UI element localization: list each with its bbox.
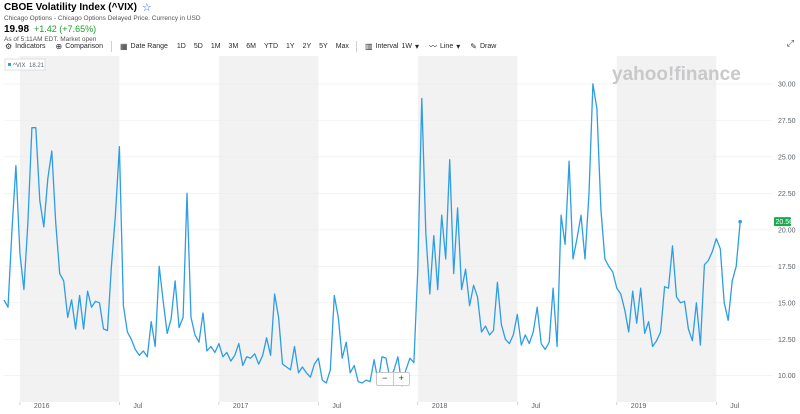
x-tick-label-3: Jul [332, 403, 341, 410]
legend-value: 18.21 [29, 63, 45, 69]
chart-type-label: Line [439, 42, 454, 50]
y-tick-label-2: 15.00 [778, 300, 796, 307]
comparison-button[interactable]: ⊕ Comparison [51, 42, 108, 51]
shaded-year-bands [19, 56, 717, 402]
draw-button[interactable]: ✎ Draw [465, 42, 501, 51]
chart-toolbar: ⚙ Indicators ⊕ Comparison ▦ Date Range 1… [0, 38, 800, 54]
range-5d[interactable]: 5D [193, 42, 203, 50]
range-1d[interactable]: 1D [176, 42, 186, 50]
range-3m[interactable]: 3M [228, 42, 239, 50]
y-tick-label-6: 25.00 [778, 154, 796, 161]
range-1m[interactable]: 1M [210, 42, 221, 50]
x-tick-label-2: 2017 [233, 403, 249, 410]
last-price-label: 20.56 [776, 219, 794, 226]
plus-circle-icon: ⊕ [55, 41, 63, 51]
chart-svg[interactable]: yahoo!finance 10.0012.5015.0017.5020.002… [0, 56, 800, 414]
y-tick-label-1: 12.50 [778, 337, 796, 344]
legend-swatch [8, 63, 11, 66]
y-tick-label-0: 10.00 [778, 373, 796, 380]
date-range-label: Date Range [130, 42, 168, 50]
legend-symbol: ^VIX [13, 63, 26, 69]
toolbar-divider [110, 40, 112, 52]
toolbar-divider [355, 40, 357, 52]
fullscreen-icon[interactable]: ⤢ [786, 38, 794, 48]
last-price-badge-bg [774, 217, 791, 227]
market-status: As of 5:11AM EDT. Market open [4, 36, 97, 43]
x-tick-label-4: 2018 [432, 403, 448, 410]
range-6m[interactable]: 6M [246, 42, 257, 50]
last-point-marker [738, 219, 742, 224]
price-change: +1.42 (+7.65%) [34, 24, 97, 34]
range-5y[interactable]: 5Y [319, 42, 328, 50]
star-icon[interactable]: ☆ [141, 1, 152, 14]
quote-subtitle: Chicago Options - Chicago Options Delaye… [4, 15, 201, 22]
watermark: yahoo!finance [612, 64, 741, 85]
calendar-icon: ▦ [119, 41, 128, 51]
range-ytd[interactable]: YTD [264, 42, 279, 50]
x-tick-label-6: 2019 [631, 403, 647, 410]
range-max[interactable]: Max [335, 42, 349, 50]
quote-header: CBOE Volatility Index (^VIX) ☆ Chicago O… [4, 2, 201, 43]
x-tick-label-0: 2016 [34, 403, 50, 410]
shaded-band-2 [417, 56, 518, 402]
page-title: CBOE Volatility Index (^VIX) [4, 2, 137, 13]
chevron-down-icon: ▾ [414, 41, 419, 51]
shaded-band-3 [616, 56, 717, 402]
chart-type-button[interactable]: 〰 Line ▾ [424, 41, 465, 52]
grid-lines [4, 83, 772, 377]
current-price: 19.98 [4, 24, 30, 35]
x-tick-label-7: Jul [730, 403, 739, 410]
legend-box: ^VIX 18.21 [4, 58, 46, 71]
pencil-icon: ✎ [470, 41, 477, 51]
comparison-label: Comparison [65, 42, 103, 50]
interval-icon: ▥ [364, 41, 373, 51]
interval-button[interactable]: ▥ Interval 1W ▾ [360, 42, 424, 51]
interval-value: 1W [401, 42, 412, 50]
y-tick-label-5: 22.50 [778, 191, 796, 198]
date-range-button[interactable]: ▦ Date Range [115, 42, 173, 51]
indicators-icon: ⚙ [5, 41, 13, 51]
interval-label: Interval [375, 42, 399, 50]
vix-series-line [3, 83, 741, 387]
zoom-out-button[interactable]: − [382, 373, 388, 383]
y-tick-label-3: 17.50 [778, 264, 796, 271]
range-2y[interactable]: 2Y [302, 42, 312, 50]
range-1y[interactable]: 1Y [286, 42, 295, 50]
x-axis-ticks: 2016 Jul 2017 Jul 2018 Jul 2019 Jul [19, 402, 740, 410]
x-tick-label-1: Jul [133, 403, 142, 410]
indicators-label: Indicators [15, 42, 46, 50]
price-chart[interactable]: yahoo!finance 10.00 12.50 15.00 17.50 20.00 2… [0, 56, 800, 414]
y-tick-label-8: 30.00 [778, 81, 796, 88]
shaded-band-0 [19, 56, 120, 402]
y-axis-ticks: 10.00 12.50 15.00 17.50 20.00 22.50 25.00 27.50… [778, 81, 796, 380]
legend-frame [4, 58, 46, 71]
line-chart-icon: 〰 [428, 41, 437, 51]
shaded-band-1 [218, 56, 319, 402]
last-price-badge: 20.56 [774, 217, 794, 227]
draw-label: Draw [479, 42, 497, 50]
y-tick-label-4: 20.00 [778, 227, 796, 234]
zoom-in-button[interactable]: + [392, 373, 410, 385]
zoom-control: − + [376, 372, 410, 386]
y-tick-label-7: 27.50 [778, 118, 796, 125]
chevron-down-icon: ▾ [456, 41, 461, 51]
x-tick-label-5: Jul [531, 403, 540, 410]
indicators-button[interactable]: ⚙ Indicators [0, 42, 51, 51]
